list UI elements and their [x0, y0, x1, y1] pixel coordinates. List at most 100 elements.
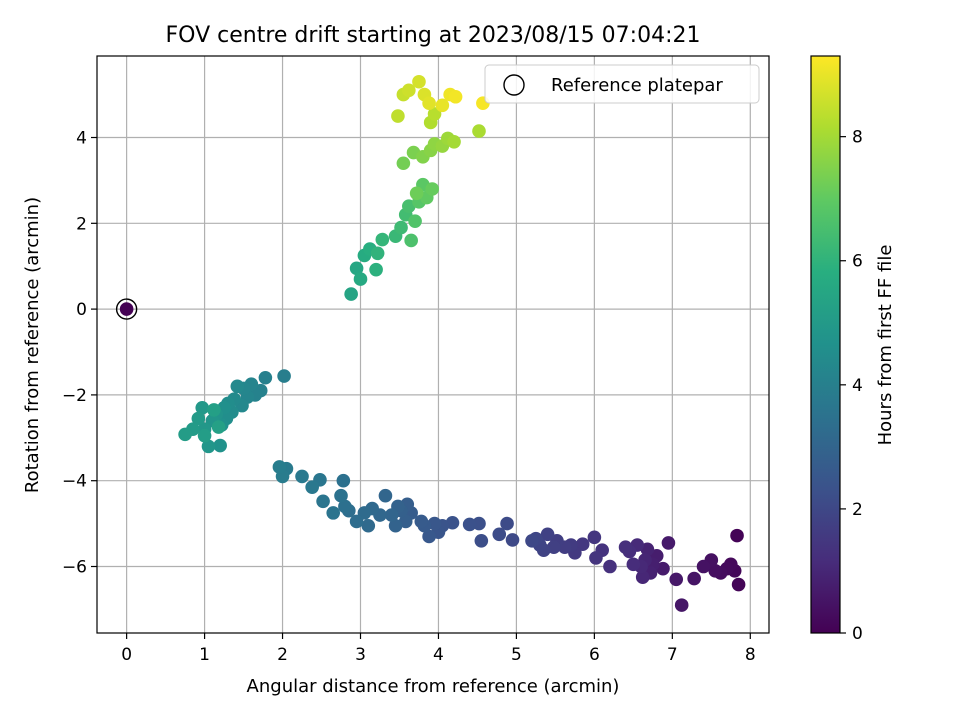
data-point — [375, 232, 390, 247]
data-point — [409, 186, 424, 201]
data-point — [427, 516, 442, 531]
x-tick-label: 7 — [667, 645, 678, 665]
data-point — [422, 96, 436, 110]
data-point — [361, 518, 376, 533]
data-point — [378, 488, 393, 503]
data-point — [295, 469, 309, 484]
data-point — [272, 460, 287, 474]
data-point — [316, 494, 330, 509]
data-point — [305, 480, 319, 494]
legend-marker-icon — [503, 74, 525, 96]
data-point — [589, 551, 603, 565]
data-point — [708, 563, 723, 578]
data-point — [396, 156, 411, 171]
y-tick-label: 0 — [76, 300, 87, 320]
data-point — [402, 83, 416, 98]
data-point — [334, 488, 348, 503]
data-point — [191, 411, 206, 426]
data-point — [391, 109, 405, 123]
data-point — [326, 506, 341, 520]
data-point — [674, 598, 689, 612]
colorbar-gradient — [810, 55, 841, 634]
x-tick-label: 2 — [277, 645, 288, 665]
x-tick-label: 6 — [589, 645, 600, 665]
x-tick-label: 1 — [199, 645, 210, 665]
data-point — [197, 428, 212, 443]
data-point — [119, 302, 134, 316]
y-tick-label: −4 — [62, 472, 87, 492]
data-point — [414, 514, 429, 529]
data-point — [462, 517, 477, 532]
data-point — [474, 533, 489, 548]
data-point — [626, 557, 641, 572]
data-point — [448, 89, 463, 104]
data-point — [422, 529, 436, 544]
data-point — [587, 530, 602, 545]
colorbar-label: Hours from first FF file — [875, 245, 896, 446]
data-point — [540, 527, 555, 542]
data-point — [344, 287, 358, 301]
chart-title: FOV centre drift starting at 2023/08/15 … — [166, 23, 701, 48]
data-point — [349, 514, 364, 529]
plot-frame — [96, 55, 770, 634]
colorbar-tick-label: 2 — [852, 500, 863, 520]
colorbar: 0 2 4 6 8 Hours from first FF file — [810, 55, 896, 644]
data-point — [338, 499, 352, 514]
colorbar-tick-label: 0 — [852, 624, 863, 644]
data-point — [661, 536, 676, 550]
y-axis-ticks: −6 −4 −2 0 2 4 — [62, 129, 97, 578]
colorbar-ticks: 0 2 4 6 8 — [840, 128, 863, 644]
data-point — [435, 98, 450, 113]
data-point — [349, 261, 364, 276]
data-point — [195, 400, 210, 415]
data-point — [412, 74, 426, 89]
data-point — [388, 518, 403, 533]
y-tick-label: 4 — [76, 129, 87, 149]
y-tick-label: 2 — [76, 214, 87, 234]
data-point — [230, 379, 245, 394]
data-point — [404, 233, 418, 248]
data-point — [730, 528, 744, 543]
data-point — [500, 516, 514, 531]
data-point — [472, 124, 486, 138]
x-tick-label: 8 — [745, 645, 756, 665]
data-point — [394, 220, 408, 235]
x-axis-label: Angular distance from reference (arcmin) — [247, 676, 620, 697]
y-axis-label: Rotation from reference (arcmin) — [22, 197, 43, 493]
data-point — [425, 182, 440, 196]
x-tick-label: 0 — [121, 645, 132, 665]
data-point — [669, 572, 684, 587]
legend: Reference platepar — [484, 64, 760, 104]
data-point — [369, 262, 383, 277]
data-point — [492, 527, 507, 542]
x-tick-label: 5 — [511, 645, 522, 665]
data-point — [258, 370, 273, 385]
data-point — [201, 439, 216, 454]
colorbar-tick-label: 6 — [852, 252, 863, 272]
data-point — [384, 508, 399, 522]
data-point — [618, 540, 633, 555]
x-tick-label: 3 — [355, 645, 366, 665]
data-point — [353, 272, 368, 286]
data-point — [207, 403, 221, 417]
data-point — [277, 369, 291, 383]
data-point — [687, 571, 701, 586]
data-point — [505, 533, 520, 547]
data-point — [370, 246, 385, 261]
colorbar-tick-label: 8 — [852, 128, 863, 148]
legend-box — [484, 64, 760, 104]
data-point — [603, 559, 617, 574]
data-point — [696, 559, 711, 574]
x-axis-ticks: 0 1 2 3 4 5 6 7 8 — [121, 633, 756, 665]
data-point — [447, 134, 461, 149]
reference-platepar-marker — [115, 298, 138, 320]
y-tick-label: −2 — [62, 386, 87, 406]
colorbar-tick-label: 4 — [852, 376, 863, 396]
x-tick-label: 4 — [433, 645, 444, 665]
grid-lines — [97, 56, 769, 633]
legend-entry-reference: Reference platepar — [551, 75, 723, 96]
data-point — [525, 533, 539, 548]
y-tick-label: −6 — [62, 558, 87, 578]
data-point — [178, 427, 192, 442]
